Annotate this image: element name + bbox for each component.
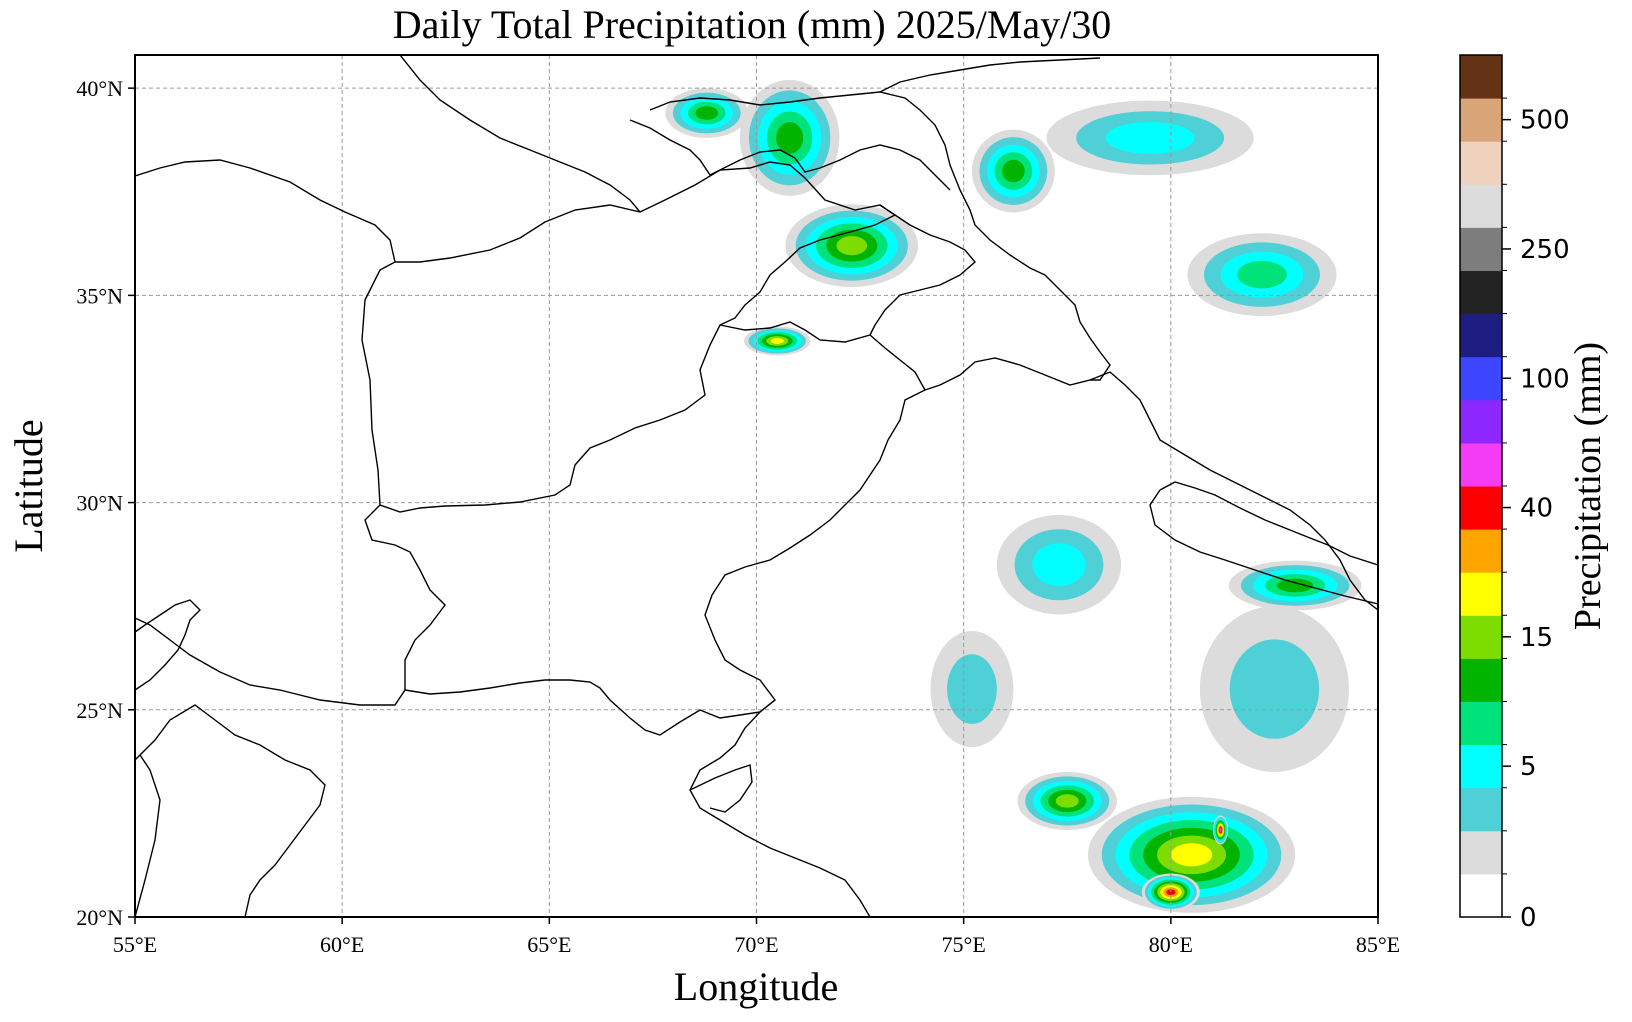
colorbar-swatch [1460,356,1502,401]
turkmenistan-border [399,55,641,213]
india-border [924,357,1378,611]
arabia-coast [135,704,326,917]
colorbar-swatch [1460,270,1502,315]
colorbar-tick-label: 250 [1520,235,1570,265]
china-border [879,57,1111,381]
colorbar-swatch [1460,744,1502,789]
rain-blob-4-level-5 [1002,159,1025,183]
tajikistan-border [649,91,1046,276]
afghanistan-border [379,161,897,513]
colorbar-tick-label: 0 [1520,903,1537,933]
rain-blob-2-level-5 [776,122,804,154]
y-axis-label: Latitude [6,419,51,552]
colorbar-swatch [1460,572,1502,616]
colorbar-swatch [1460,658,1502,702]
lat-tick-label: 40°N [76,76,123,101]
lon-tick-label: 65°E [527,932,571,957]
lon-tick-label: 70°E [734,932,778,957]
iran-border [135,159,446,706]
colorbar-tick-label: 15 [1520,623,1553,653]
rain-blob-9-level-6 [1055,794,1079,808]
india-coast [689,699,871,917]
colorbar-swatch [1460,486,1502,530]
rain-blob-5-level-4 [1237,260,1287,289]
x-axis-label: Longitude [674,964,838,1009]
gujarat-coast [689,764,753,813]
rain-blob-7-level-3 [1032,543,1086,587]
colorbar-swatch [1460,227,1502,271]
precipitation-field [665,79,1362,913]
colorbar-tick-label: 100 [1520,364,1570,394]
lon-tick-label: 75°E [942,932,986,957]
kashmir-line [869,204,976,336]
lat-tick-label: 20°N [76,905,123,930]
kyrgyzstan-border [629,119,951,191]
rain-blob-11-level-9 [1166,889,1176,896]
arabia-inland [135,754,161,917]
colorbar-swatch [1460,141,1502,185]
colorbar-tick-label: 40 [1520,494,1553,524]
oman-coast [135,599,201,691]
map-title: Daily Total Precipitation (mm) 2025/May/… [393,2,1112,47]
map-panel [134,54,1379,918]
lon-tick-label: 55°E [113,932,157,957]
rain-blob-8-level-2 [947,654,997,724]
rain-blob-10-level-7 [1170,843,1213,867]
colorbar-swatch [1460,313,1502,358]
colorbar-swatch [1460,873,1502,918]
lon-tick-label: 80°E [1149,932,1193,957]
colorbar-tick-label: 5 [1520,752,1537,782]
lon-tick-label: 85°E [1356,932,1400,957]
lon-tick-label: 60°E [320,932,364,957]
rain-blob-14-level-3 [1105,121,1195,154]
colorbar-swatch [1460,830,1502,875]
colorbar-swatch [1460,529,1502,573]
colorbar-label: Precipitation (mm) [1567,342,1609,630]
pakistan-border [404,321,926,736]
lat-tick-label: 30°N [76,491,123,516]
colorbar-swatch [1460,98,1502,142]
lat-tick-label: 25°N [76,698,123,723]
rain-blob-3-level-5 [695,106,719,120]
colorbar-swatch [1460,55,1502,99]
colorbar: 0 5 15 40 100 250 500 [1459,54,1570,933]
latitude-ticks: 20°N 25°N 30°N 35°N 40°N [76,76,135,930]
rain-blob-0-level-6 [836,236,868,256]
colorbar-swatch [1460,184,1502,228]
country-borders [135,55,1378,917]
rain-blob-6-level-5 [1277,578,1314,593]
colorbar-tick-label: 500 [1520,106,1570,136]
rain-blob-13-level-2 [1229,639,1320,739]
lat-tick-label: 35°N [76,283,123,308]
colorbar-swatch [1460,787,1502,832]
rain-blob-1-level-7 [770,338,784,344]
nepal-border [1149,481,1378,605]
longitude-ticks: 55°E 60°E 65°E 70°E 75°E 80°E 85°E [113,917,1400,957]
colorbar-swatch [1460,615,1502,659]
colorbar-swatch [1460,701,1502,746]
colorbar-swatch [1460,442,1502,487]
colorbar-swatch [1460,399,1502,444]
rain-blob-12-level-10 [1219,827,1222,833]
